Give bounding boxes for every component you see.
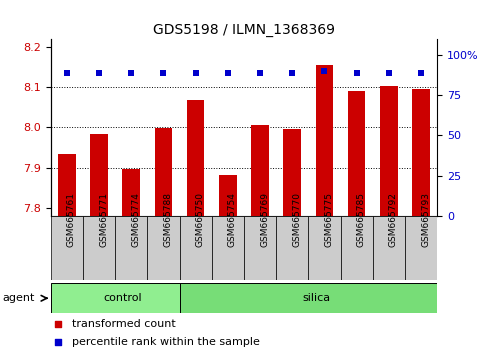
Bar (180, 216, 212, 280)
Text: GSM665769: GSM665769 (260, 192, 269, 247)
Bar (180, 283, 453, 313)
Bar (276, 216, 308, 280)
Text: GSM665761: GSM665761 (67, 192, 76, 247)
Point (224, 70, 232, 75)
Bar (155, 128, 172, 216)
Bar (212, 216, 244, 280)
Point (417, 70, 425, 75)
Point (385, 70, 393, 75)
Text: GSM665770: GSM665770 (292, 192, 301, 247)
Point (55, 321, 62, 327)
Bar (187, 100, 204, 216)
Bar (122, 169, 140, 216)
Bar (244, 216, 276, 280)
Point (321, 68, 328, 74)
Bar (348, 91, 366, 216)
Text: GSM665785: GSM665785 (356, 192, 366, 247)
Text: GSM665793: GSM665793 (421, 192, 430, 247)
Point (55, 339, 62, 344)
Text: control: control (104, 293, 142, 303)
Bar (58, 154, 76, 216)
Text: transformed count: transformed count (72, 319, 176, 329)
Text: GSM665750: GSM665750 (196, 192, 205, 247)
Bar (115, 216, 147, 280)
Point (95, 70, 103, 75)
Point (63, 70, 71, 75)
Point (192, 70, 199, 75)
Text: GSM665754: GSM665754 (228, 192, 237, 247)
Bar (315, 65, 333, 216)
Point (128, 70, 135, 75)
Text: GSM665788: GSM665788 (163, 192, 172, 247)
Bar (251, 125, 269, 216)
Point (256, 70, 264, 75)
Title: GDS5198 / ILMN_1368369: GDS5198 / ILMN_1368369 (153, 23, 335, 36)
Bar (219, 175, 237, 216)
Point (288, 70, 296, 75)
Point (159, 70, 167, 75)
Bar (380, 86, 398, 216)
Bar (412, 89, 430, 216)
Text: agent: agent (2, 293, 35, 303)
Text: silica: silica (302, 293, 330, 303)
Text: GSM665775: GSM665775 (325, 192, 333, 247)
Bar (308, 216, 341, 280)
Bar (90, 134, 108, 216)
Bar (51, 216, 83, 280)
Text: GSM665792: GSM665792 (389, 192, 398, 247)
Bar (405, 216, 437, 280)
Bar (373, 216, 405, 280)
Text: GSM665774: GSM665774 (131, 192, 140, 247)
Text: percentile rank within the sample: percentile rank within the sample (72, 337, 260, 347)
Bar (83, 216, 115, 280)
Bar (341, 216, 373, 280)
Point (353, 70, 360, 75)
Bar (147, 216, 180, 280)
Text: GSM665771: GSM665771 (99, 192, 108, 247)
Bar (284, 129, 301, 216)
Bar (51, 283, 180, 313)
